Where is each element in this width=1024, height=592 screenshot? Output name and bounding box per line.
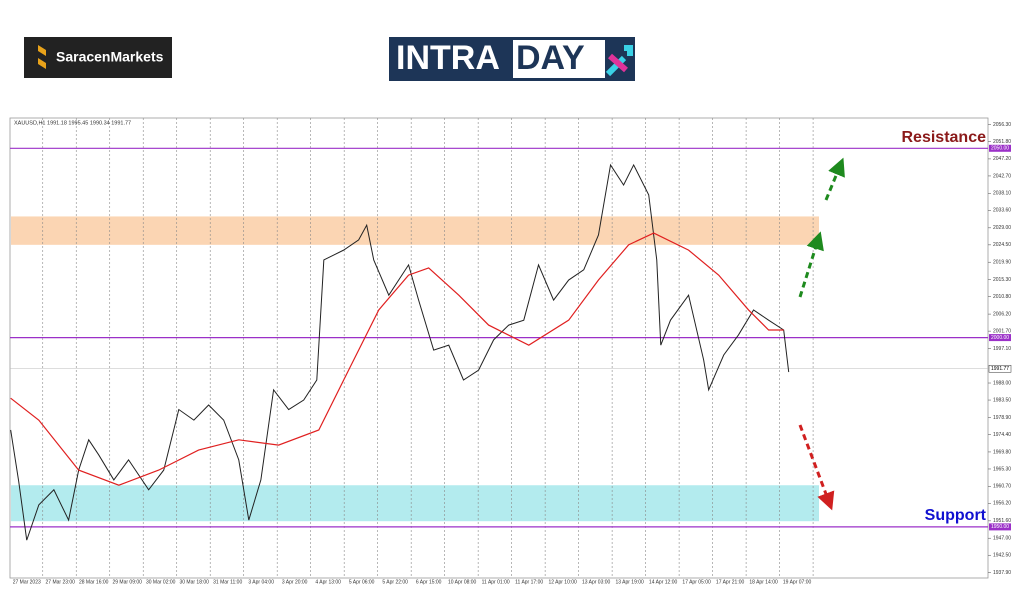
- y-tick-label: 2042.70: [993, 173, 1011, 179]
- brand-box: [24, 37, 172, 78]
- y-tick-label: 2010.80: [993, 294, 1011, 300]
- level-label: 2000.00: [991, 335, 1009, 341]
- x-tick-label: 13 Apr 03:00: [582, 579, 611, 585]
- banner-day-bg: [513, 40, 605, 78]
- x-tick-label: 6 Apr 15:00: [416, 579, 442, 585]
- annotation: Resistance: [902, 129, 987, 146]
- level-tag: [989, 523, 1011, 531]
- y-tick-label: 1974.40: [993, 432, 1011, 438]
- level-label: 2050.00: [991, 146, 1009, 152]
- y-tick-label: 2033.60: [993, 208, 1011, 214]
- x-tick-label: 11 Apr 01:00: [482, 579, 510, 585]
- y-tick-label: 1956.20: [993, 501, 1011, 507]
- x-tick-label: 31 Mar 11:00: [213, 579, 242, 585]
- arrow-up: [824, 157, 845, 201]
- y-tick-label: 2015.30: [993, 277, 1011, 283]
- y-tick-label: 1965.30: [993, 466, 1011, 472]
- x-tick-label: 10 Apr 08:00: [448, 579, 477, 585]
- x-tick-label: 17 Apr 05:00: [682, 579, 711, 585]
- x-tick-label: 14 Apr 12:00: [649, 579, 678, 585]
- x-tick-label: 30 Mar 02:00: [146, 579, 176, 585]
- y-tick-label: 2038.10: [993, 191, 1011, 197]
- y-tick-label: 1983.50: [993, 397, 1011, 403]
- banner-arrow-down: [608, 53, 628, 73]
- arrow-up: [798, 231, 824, 298]
- zone: [11, 216, 819, 245]
- x-tick-label: 17 Apr 21:00: [716, 579, 745, 585]
- arrow-down: [798, 424, 835, 511]
- x-tick-label: 27 Mar 2023: [13, 579, 41, 585]
- banner-a: INTRA: [396, 39, 500, 77]
- y-tick-label: 1942.50: [993, 553, 1011, 559]
- x-tick-label: 5 Apr 06:00: [349, 579, 375, 585]
- y-tick-label: 2006.20: [993, 311, 1011, 317]
- level-tag: [989, 334, 1011, 342]
- level-tag: [989, 144, 1011, 152]
- y-tick-label: 1937.90: [993, 570, 1011, 576]
- y-tick-label: 2019.90: [993, 260, 1011, 266]
- x-tick-label: 18 Apr 14:00: [749, 579, 778, 585]
- price-line: [10, 232, 784, 486]
- x-tick-label: 19 Apr 07:00: [783, 579, 812, 585]
- x-tick-label: 29 Mar 09:00: [112, 579, 142, 585]
- brand-icon: [38, 45, 46, 69]
- plot-frame: [9, 117, 989, 579]
- y-tick-label: 2056.30: [993, 122, 1011, 128]
- banner-arrow-up: [605, 45, 633, 77]
- y-tick-label: 1997.10: [993, 346, 1011, 352]
- y-tick-label: 2051.80: [993, 139, 1011, 145]
- price-line: [10, 163, 790, 541]
- y-tick-label: 2001.70: [993, 328, 1011, 334]
- y-tick-label: 2047.20: [993, 156, 1011, 162]
- x-tick-label: 27 Mar 23:00: [46, 579, 76, 585]
- current-label: 1991.77: [991, 366, 1009, 372]
- current-tag: [988, 364, 1012, 373]
- x-tick-label: 3 Apr 04:00: [248, 579, 274, 585]
- x-tick-label: 13 Apr 19:00: [615, 579, 644, 585]
- y-tick-label: 1969.80: [993, 449, 1011, 455]
- x-tick-label: 30 Mar 18:00: [179, 579, 209, 585]
- x-tick-label: 11 Apr 17:00: [515, 579, 543, 585]
- x-tick-label: 28 Mar 16:00: [79, 579, 109, 585]
- y-tick-label: 1951.60: [993, 518, 1011, 524]
- chart-title: XAUUSD,H1 1991.18 1995.45 1990.34 1991.7…: [14, 120, 131, 126]
- x-tick-label: 12 Apr 10:00: [548, 579, 577, 585]
- y-tick-label: 2024.50: [993, 242, 1011, 248]
- zone: [11, 485, 819, 522]
- y-tick-label: 2029.00: [993, 225, 1011, 231]
- x-tick-label: 3 Apr 20:00: [282, 579, 308, 585]
- banner-b: DAY: [516, 39, 585, 77]
- x-tick-label: 4 Apr 13:00: [315, 579, 341, 585]
- y-tick-label: 1960.70: [993, 484, 1011, 490]
- level-label: 1950.00: [991, 524, 1009, 530]
- y-tick-label: 1978.90: [993, 415, 1011, 421]
- y-tick-label: 1988.00: [993, 380, 1011, 386]
- annotation: Support: [925, 507, 987, 524]
- y-tick-label: 1947.00: [993, 536, 1011, 542]
- x-tick-label: 5 Apr 22:00: [382, 579, 408, 585]
- brand: SaracenMarkets: [56, 49, 164, 65]
